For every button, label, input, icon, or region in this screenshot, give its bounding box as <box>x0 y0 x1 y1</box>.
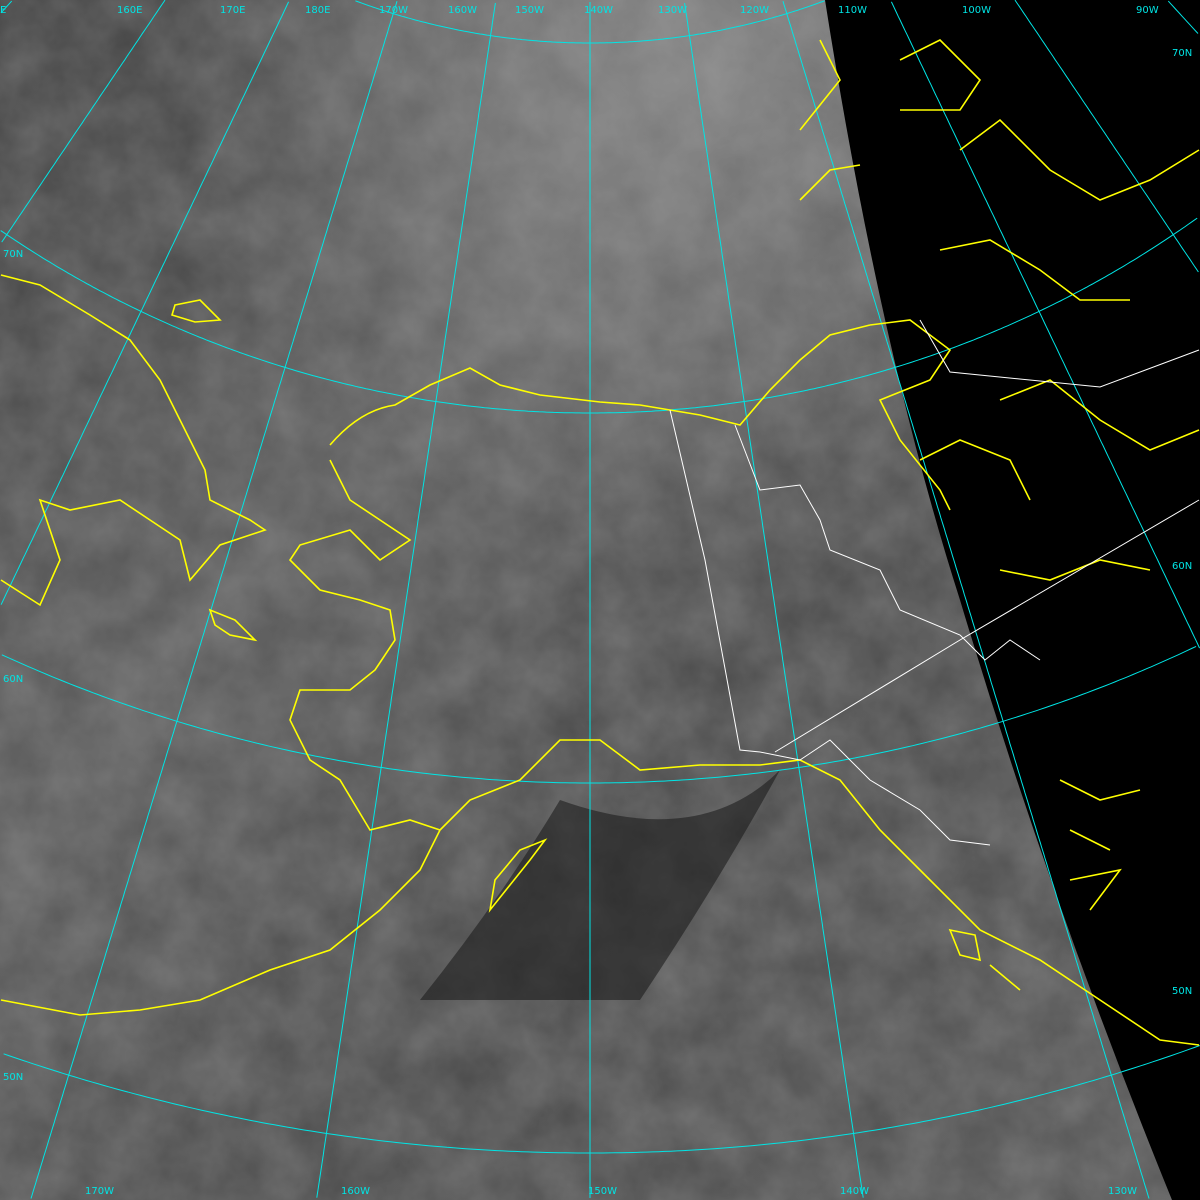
bottom-label: 150W <box>588 1186 617 1197</box>
right-label: 50N <box>1172 986 1192 997</box>
latitude-line <box>1 645 1197 784</box>
top-label: 170W <box>379 5 408 16</box>
coastline-wrangel-island <box>171 299 222 323</box>
graticule-labels: E 160E 170E 180E 170W 160W 150W 140W 130… <box>0 5 1192 1197</box>
longitude-line <box>1 0 166 243</box>
top-label: 100W <box>962 5 991 16</box>
latitude-line <box>0 217 1198 414</box>
coastline-st-lawrence-island <box>208 608 258 642</box>
longitude-line <box>1014 0 1199 273</box>
border-60n <box>774 499 1200 753</box>
bottom-label: 170W <box>85 1186 114 1197</box>
coastline-kodiak <box>488 838 548 913</box>
coastline-canada-arctic <box>799 39 1200 911</box>
left-label: 50N <box>3 1072 23 1083</box>
bottom-label: 140W <box>840 1186 869 1197</box>
longitude-line <box>0 0 13 14</box>
longitude-line <box>1167 0 1199 34</box>
top-label: 180E <box>305 5 330 16</box>
bottom-label: 160W <box>341 1186 370 1197</box>
longitude-line <box>0 1 290 605</box>
border-bc-alaska <box>759 739 991 846</box>
coastline-north-alaska <box>329 324 871 446</box>
coastline-chukotka <box>0 274 267 607</box>
border-yukon-nwt <box>734 424 1041 661</box>
top-label: E <box>0 5 6 16</box>
top-label: 160W <box>448 5 477 16</box>
political-borders <box>669 319 1200 846</box>
left-label: 60N <box>3 674 23 685</box>
coastline-alaska-peninsula <box>0 829 441 1016</box>
top-label: 140W <box>584 5 613 16</box>
clear-ocean-region <box>420 770 780 1000</box>
longitude-line <box>316 2 496 1198</box>
coastline-west-alaska <box>288 459 441 831</box>
top-label: 160E <box>117 5 142 16</box>
right-label: 70N <box>1172 48 1192 59</box>
top-label: 90W <box>1136 5 1159 16</box>
bottom-label: 130W <box>1108 1186 1137 1197</box>
top-label: 170E <box>220 5 245 16</box>
top-label: 130W <box>658 5 687 16</box>
top-label: 110W <box>838 5 867 16</box>
border-nunavut <box>919 319 1200 388</box>
latitude-line <box>3 1045 1200 1154</box>
longitude-line <box>782 1 1150 1199</box>
coastline-bc-islands <box>948 928 1021 991</box>
top-label: 150W <box>515 5 544 16</box>
border-alaska-yukon <box>669 409 761 753</box>
longitude-line <box>684 2 864 1198</box>
left-label: 70N <box>3 249 23 260</box>
top-label: 120W <box>740 5 769 16</box>
right-label: 60N <box>1172 561 1192 572</box>
longitude-line <box>30 1 398 1199</box>
